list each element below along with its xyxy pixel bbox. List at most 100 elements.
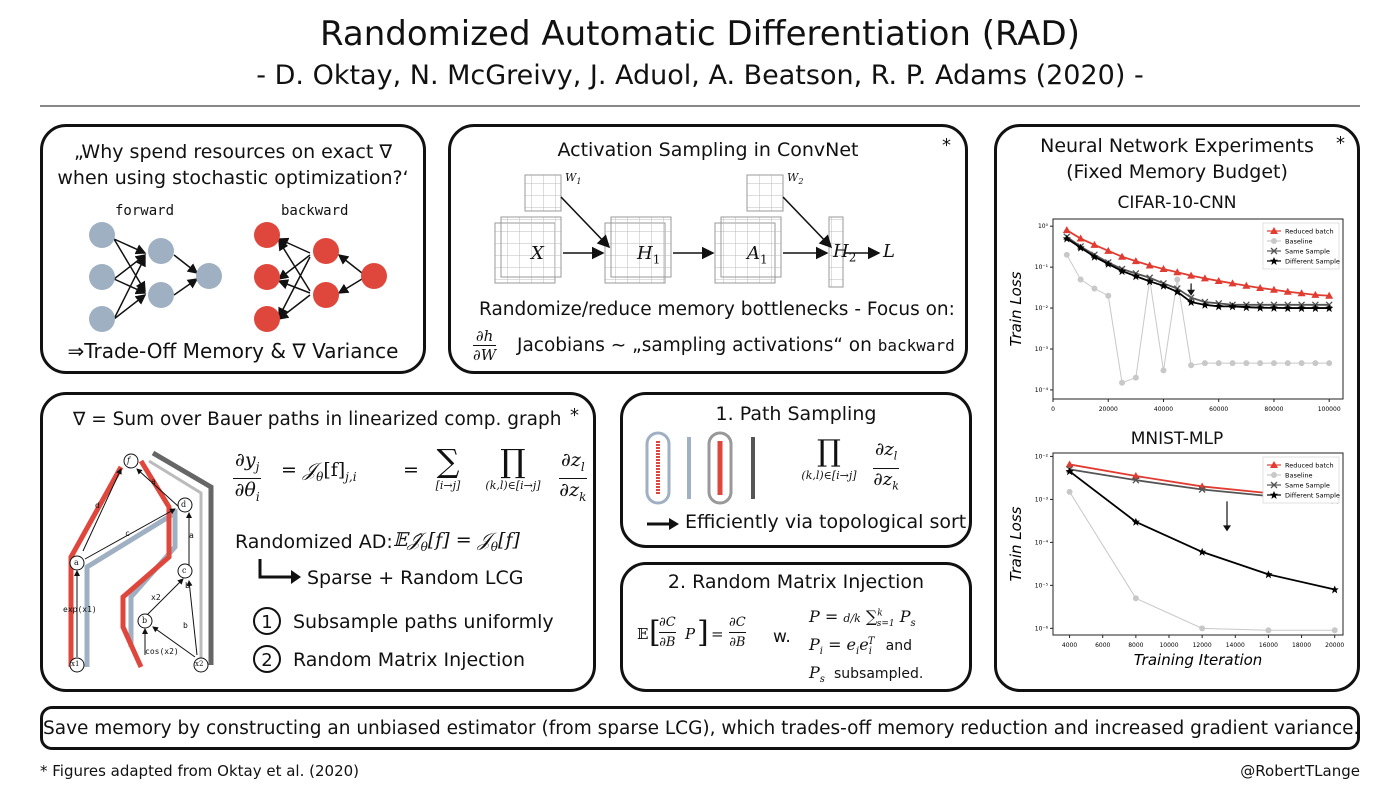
summary-box: Save memory by constructing an unbiased … <box>40 706 1360 750</box>
mnist-chart-title: MNIST-MLP <box>1130 429 1224 449</box>
legend-entry: Baseline <box>1285 238 1313 246</box>
forward-label: forward <box>115 203 175 219</box>
path-sampling-title: 1. Path Sampling <box>715 403 877 425</box>
legend-entry: Different Sample <box>1285 258 1340 266</box>
panel-why-stochastic: „Why spend resources on exact ∇ when usi… <box>40 124 426 374</box>
convnet-diagram <box>494 174 881 288</box>
data-point <box>1065 467 1074 476</box>
data-point <box>1187 271 1196 279</box>
data-point <box>1200 300 1209 309</box>
data-point <box>1242 303 1251 312</box>
legend-entry: Baseline <box>1285 472 1313 480</box>
randomized-ad-label: Randomized AD: <box>235 531 393 553</box>
legend-marker <box>1271 472 1277 478</box>
edge-label-a-right: a <box>189 531 194 540</box>
data-point <box>1159 265 1168 273</box>
panel-nn-experiments: Neural Network Experiments (Fixed Memory… <box>994 124 1360 692</box>
legend-entry: Reduced batch <box>1285 228 1334 236</box>
legend-marker <box>1270 257 1278 265</box>
edge-label-d: d <box>95 501 100 510</box>
data-point <box>1269 285 1278 293</box>
panel-bauer-paths: ∇ = Sum over Bauer paths in linearized c… <box>40 392 596 692</box>
data-point <box>1118 267 1127 276</box>
series-baseline <box>1066 488 1338 634</box>
sparse-random-lcg: Sparse + Random LCG <box>307 567 524 589</box>
chart-legend: Reduced batch Baseline Same Sample Differen… <box>1262 456 1340 504</box>
why-quote-line2: when using stochastic optimization?‘ <box>57 167 409 189</box>
data-point <box>1330 585 1339 594</box>
x-tick-label: 10000 <box>1159 642 1178 649</box>
graph-node-c: c <box>182 566 187 575</box>
x-tick-label: 40000 <box>1154 406 1173 413</box>
path-product: ∏ (k,l)∈[i→j] <box>801 434 857 483</box>
data-point <box>1256 283 1265 291</box>
data-point <box>1091 285 1098 292</box>
graph-node-f: f <box>127 456 130 465</box>
y-tick-label: 10⁻¹ <box>1035 264 1049 271</box>
cifar-chart: 0 20000 40000 60000 80000 100000 10⁰ 10⁻¹ 10⁻² 10… <box>1007 218 1344 413</box>
x-block <box>494 216 562 284</box>
node-h2: H2 <box>833 241 857 265</box>
y-tick-label: 10⁻² <box>1035 453 1049 460</box>
x-tick-label: 60000 <box>1209 406 1228 413</box>
edge-label-exp: exp(x1) <box>63 605 97 614</box>
a1-block <box>714 216 782 284</box>
legend-marker <box>1270 481 1278 489</box>
mnist-chart: 4000 6000 8000 10000 12000 14000 16000 18000 200… <box>1007 452 1344 669</box>
panel-random-matrix-injection: 2. Random Matrix Injection 𝔼 [ ∂C ∂B P ] … <box>620 562 972 692</box>
x-tick-label: 20000 <box>1099 406 1118 413</box>
legend-entry: Same Sample <box>1285 482 1330 490</box>
data-point <box>1118 252 1127 260</box>
data-point <box>1284 360 1291 367</box>
x-tick-label: 14000 <box>1226 642 1245 649</box>
randomized-ad-equation: 𝔼𝒥̂θ[f] = 𝒥θ[f] <box>393 529 520 554</box>
conv-star: * <box>942 135 951 156</box>
data-point <box>1062 234 1071 243</box>
nn-star: * <box>1336 133 1345 154</box>
data-point <box>1297 304 1306 313</box>
data-point <box>1188 362 1195 369</box>
data-point <box>1076 243 1085 252</box>
legend-marker <box>1270 491 1278 499</box>
data-point <box>1283 287 1292 295</box>
x-tick-label: 20000 <box>1325 642 1344 649</box>
chart-plot-area: 4000 6000 8000 10000 12000 14000 16000 18000 200… <box>1035 452 1344 649</box>
data-point <box>1311 290 1320 298</box>
data-point <box>1331 627 1338 634</box>
data-point <box>1264 570 1273 579</box>
data-point <box>1228 302 1237 311</box>
data-point <box>1104 246 1113 254</box>
x-tick-label: 4000 <box>1062 642 1077 649</box>
data-point <box>1198 486 1206 493</box>
data-point <box>1131 257 1140 265</box>
rmi-title: 2. Random Matrix Injection <box>667 571 925 593</box>
legend-entry: Different Sample <box>1285 492 1340 500</box>
data-point <box>1077 276 1084 283</box>
data-point <box>1145 277 1154 286</box>
x-tick-label: 100000 <box>1318 406 1341 413</box>
data-point <box>1325 291 1334 299</box>
path-fraction: ∂zl ∂zk <box>873 439 900 493</box>
edge-label-cos: cos(x2) <box>145 647 179 656</box>
data-point <box>1066 488 1073 495</box>
y-tick-label: 10⁻³ <box>1035 346 1049 353</box>
edge-label-a-top: a <box>151 477 156 486</box>
data-point <box>1159 281 1168 290</box>
x-tick-label: 12000 <box>1193 642 1212 649</box>
data-point <box>1214 302 1223 311</box>
node-a1: A1 <box>747 243 768 267</box>
h1-block <box>604 216 672 284</box>
y-tick-label: 10⁻² <box>1035 305 1049 312</box>
data-point <box>1256 303 1265 312</box>
footer-handle: @RobertTLange <box>1240 762 1360 780</box>
x-tick-label: 18000 <box>1292 642 1311 649</box>
data-point <box>1298 360 1305 367</box>
y-tick-label: 10⁻⁶ <box>1035 625 1049 632</box>
data-point <box>1257 360 1264 367</box>
x-tick-label: 80000 <box>1264 406 1283 413</box>
data-point <box>1131 517 1140 526</box>
data-point <box>1174 276 1181 283</box>
weight-w1: W1 <box>565 171 582 187</box>
data-point <box>1312 360 1319 367</box>
data-point <box>1201 360 1208 367</box>
